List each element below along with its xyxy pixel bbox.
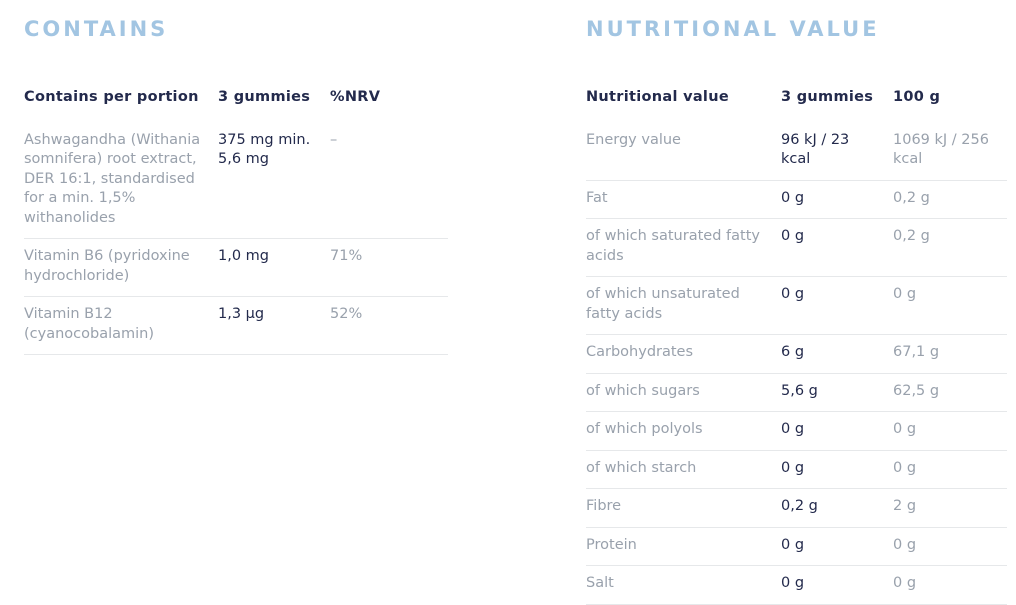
header-row: Nutritional value 3 gummies 100 g	[586, 88, 1007, 123]
value-secondary: 62,5 g	[893, 373, 1007, 412]
value-per-portion: 0 g	[781, 565, 893, 605]
table-row: of which sugars 5,6 g 62,5 g	[586, 373, 1007, 412]
column-header-nrv: %NRV	[330, 89, 381, 105]
row-label: of which unsaturated fatty acids	[586, 276, 781, 335]
value-secondary: 0 g	[893, 276, 1007, 335]
row-label: of which saturated fatty acids	[586, 218, 781, 277]
value-per-portion: 5,6 g	[781, 373, 893, 412]
value-secondary: 67,1 g	[893, 334, 1007, 374]
row-label: Carbohydrates	[586, 334, 781, 374]
value-secondary: 1069 kJ / 256 kcal	[893, 122, 1007, 181]
value-per-portion: 0 g	[781, 450, 893, 489]
table-row: of which saturated fatty acids 0 g 0,2 g	[586, 218, 1007, 277]
column-header-nutritional-value: Nutritional value	[586, 89, 729, 105]
value-per-portion: 96 kJ / 23 kcal	[781, 122, 893, 181]
row-label: Protein	[586, 527, 781, 566]
value-secondary: 52%	[330, 296, 448, 355]
value-per-portion: 0,2 g	[781, 488, 893, 528]
contains-section: CONTAINS Contains per portion 3 gummies …	[24, 16, 448, 355]
table-row: Fat 0 g 0,2 g	[586, 180, 1007, 219]
table-row: Vitamin B12 (cyanocobalamin) 1,3 µg 52%	[24, 296, 448, 355]
row-label: Fat	[586, 180, 781, 219]
row-label: Vitamin B6 (pyridoxine hydrochloride)	[24, 238, 218, 297]
column-header-3-gummies: 3 gummies	[218, 89, 311, 105]
row-label: of which polyols	[586, 411, 781, 451]
contains-table-body: Ashwagandha (Withania somnifera) root ex…	[24, 122, 448, 355]
value-secondary: 2 g	[893, 488, 1007, 528]
nutritional-value-table: Nutritional value 3 gummies 100 g Energy…	[586, 88, 1007, 605]
value-secondary: 0 g	[893, 565, 1007, 605]
row-label: Vitamin B12 (cyanocobalamin)	[24, 296, 218, 355]
contains-table: Contains per portion 3 gummies %NRV Ashw…	[24, 88, 448, 355]
value-secondary: 0 g	[893, 411, 1007, 451]
column-header-contains-per-portion: Contains per portion	[24, 89, 199, 105]
row-label: Salt	[586, 565, 781, 605]
value-per-portion: 0 g	[781, 527, 893, 566]
contains-section-title: CONTAINS	[24, 17, 169, 41]
value-secondary: 0,2 g	[893, 218, 1007, 277]
nutritional-value-section-title: NUTRITIONAL VALUE	[586, 17, 880, 41]
value-secondary: 0,2 g	[893, 180, 1007, 219]
row-label: Fibre	[586, 488, 781, 528]
value-secondary: –	[330, 122, 448, 239]
value-per-portion: 6 g	[781, 334, 893, 374]
row-label: Energy value	[586, 122, 781, 181]
row-label: of which sugars	[586, 373, 781, 412]
value-per-portion: 375 mg min. 5,6 mg	[218, 122, 330, 239]
value-per-portion: 0 g	[781, 180, 893, 219]
value-per-portion: 0 g	[781, 218, 893, 277]
row-label: Ashwagandha (Withania somnifera) root ex…	[24, 122, 218, 239]
value-per-portion: 1,0 mg	[218, 238, 330, 297]
table-row: Vitamin B6 (pyridoxine hydrochloride) 1,0…	[24, 238, 448, 297]
value-secondary: 0 g	[893, 450, 1007, 489]
nutritional-value-table-body: Energy value 96 kJ / 23 kcal 1069 kJ / 256…	[586, 122, 1007, 605]
table-row: Energy value 96 kJ / 23 kcal 1069 kJ / 256…	[586, 122, 1007, 181]
header-row: Contains per portion 3 gummies %NRV	[24, 88, 448, 123]
table-row: Ashwagandha (Withania somnifera) root ex…	[24, 122, 448, 239]
contains-table-header: Contains per portion 3 gummies %NRV	[24, 88, 448, 123]
value-secondary: 0 g	[893, 527, 1007, 566]
column-header-3-gummies: 3 gummies	[781, 89, 874, 105]
row-label: of which starch	[586, 450, 781, 489]
value-per-portion: 0 g	[781, 411, 893, 451]
column-header-100g: 100 g	[893, 89, 941, 105]
value-secondary: 71%	[330, 238, 448, 297]
value-per-portion: 1,3 µg	[218, 296, 330, 355]
table-row: Carbohydrates 6 g 67,1 g	[586, 334, 1007, 374]
nutritional-value-section: NUTRITIONAL VALUE Nutritional value 3 gu…	[586, 16, 1007, 605]
value-per-portion: 0 g	[781, 276, 893, 335]
nutritional-value-table-header: Nutritional value 3 gummies 100 g	[586, 88, 1007, 123]
